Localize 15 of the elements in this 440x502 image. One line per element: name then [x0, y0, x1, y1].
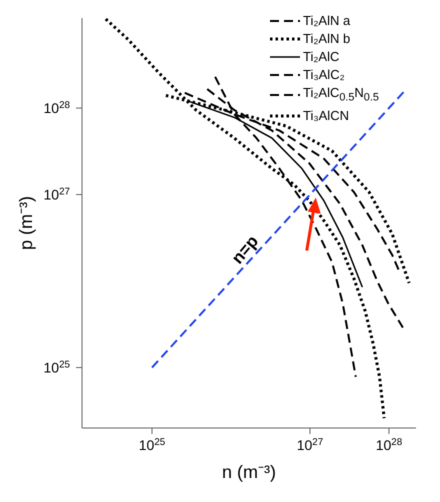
- y-tick-label: 10$^{27}$: [44, 186, 70, 203]
- x-tick-label: 10$^{28}$: [376, 436, 403, 453]
- legend-label: Ti₂AlN a: [303, 12, 350, 30]
- y-axis-title: p (m⁻³): [16, 196, 36, 250]
- x-axis-title: n (m⁻³): [222, 462, 276, 482]
- y-tick-label: 10$^{28}$: [44, 100, 71, 116]
- annotation: n=p: [228, 232, 263, 268]
- legend-label: Ti₂AlC: [303, 48, 340, 66]
- x-tick-label: 10$^{25}$: [138, 436, 166, 453]
- x-tick-label: 10$^{27}$: [296, 436, 324, 453]
- legend-label: Ti₂AlN b: [303, 30, 350, 48]
- legend-label: Ti₂AlC$_{0.5}$N$_{0.5}$: [303, 84, 379, 106]
- legend-label: Ti₃AlCN: [303, 106, 349, 125]
- y-tick-label: 10$^{25}$: [44, 359, 71, 376]
- legend-label: Ti₃AlC₂: [303, 66, 345, 84]
